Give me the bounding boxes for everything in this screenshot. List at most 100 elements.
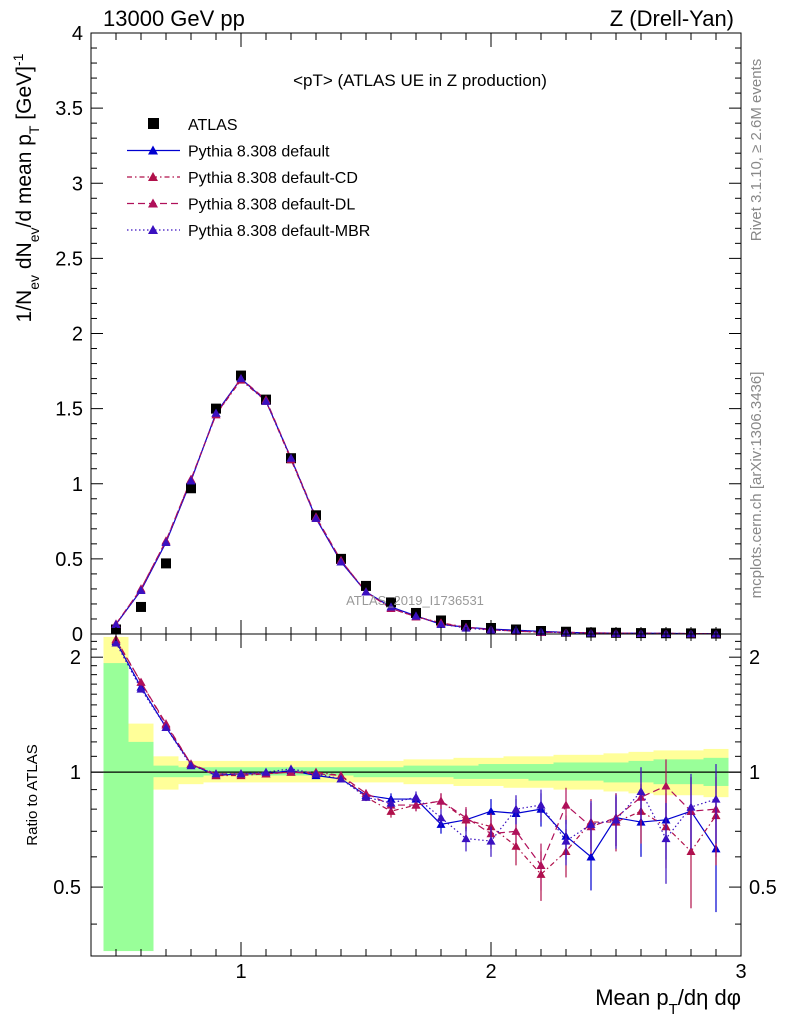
ratio-marker-4 [536, 800, 546, 809]
ratio-marker-3 [561, 800, 571, 809]
ratio-marker-4 [186, 761, 196, 770]
ratio-marker-4 [161, 722, 171, 731]
mc-marker-4 [336, 557, 346, 566]
mc-marker-4 [361, 587, 371, 596]
ratio-line-3 [115, 638, 717, 867]
legend-marker [148, 198, 158, 208]
mc-marker-4 [236, 374, 246, 383]
main-panel: 0 0.5 1 1.5 2 2.5 3 3.5 4 [55, 23, 742, 646]
ratio-y-tick-label-right: 2 [749, 647, 760, 669]
mc-marker-4 [261, 396, 271, 405]
mc-marker-4 [186, 476, 196, 485]
ratio-marker-4 [111, 638, 121, 647]
mc-marker-4 [161, 537, 171, 546]
ratio-marker-4 [586, 819, 596, 828]
y-tick-label: 0 [72, 624, 83, 646]
ratio-marker-4 [511, 804, 521, 813]
ratio-marker-4 [661, 834, 671, 843]
ratio-marker-4 [336, 774, 346, 783]
legend-label: Pythia 8.308 default-CD [188, 170, 358, 187]
ratio-y-tick-label: 0.5 [53, 877, 81, 899]
ratio-marker-3 [511, 826, 521, 835]
legend-label: Pythia 8.308 default [188, 144, 330, 161]
atlas-data-point [386, 597, 396, 608]
stat-uncertainty-band [478, 764, 504, 779]
ratio-marker-4 [136, 684, 146, 693]
stat-uncertainty-band [428, 765, 454, 778]
ratio-y-tick-label: 1 [70, 762, 81, 784]
ratio-marker-3 [661, 781, 671, 790]
atlas-data-point [186, 483, 196, 494]
ratio-line-1 [115, 641, 717, 858]
ratio-marker-4 [261, 767, 271, 776]
ratio-y-axis-label: Ratio to ATLAS [24, 744, 41, 845]
ratio-marker-4 [361, 792, 371, 801]
ratio-marker-3 [536, 860, 546, 869]
mc-marker-4 [436, 619, 446, 628]
x-tick-label: 3 [735, 961, 746, 983]
mc-marker-4 [386, 602, 396, 611]
ratio-marker-4 [386, 798, 396, 807]
x-axis-label: Mean pT/dη dφ [595, 985, 741, 1018]
ratio-marker-4 [411, 792, 421, 801]
legend: <pT> (ATLAS UE in Z production) ATLAS Pyth… [127, 71, 547, 240]
header-left: 13000 GeV pp [103, 6, 245, 31]
analysis-watermark: ATLAS_2019_I1736531 [346, 593, 484, 608]
ratio-marker-4 [686, 802, 696, 811]
ratio-panel: 1 2 3 0.5 0.5 1 1 2 2 [53, 633, 777, 983]
y-axis-label: 1/Nev dNev/d mean pT [GeV]-1 [10, 53, 42, 322]
ratio-marker-4 [711, 794, 721, 803]
ratio-marker-1 [586, 852, 596, 861]
ratio-marker-4 [436, 813, 446, 822]
legend-label: Pythia 8.308 default-MBR [188, 223, 370, 240]
mc-marker-4 [311, 513, 321, 522]
legend-marker [148, 225, 158, 234]
x-tick-label: 1 [235, 961, 246, 983]
ratio-marker-3 [461, 813, 471, 822]
y-tick-label: 3.5 [55, 98, 83, 120]
mc-marker-4 [286, 453, 296, 462]
ratio-marker-4 [486, 836, 496, 845]
y-tick-label: 4 [72, 23, 83, 45]
ratio-marker-4 [636, 786, 646, 796]
ratio-marker-4 [286, 764, 296, 773]
y-tick-label: 3 [72, 173, 83, 195]
atlas-data-point [211, 403, 221, 414]
header-right: Z (Drell-Yan) [609, 6, 734, 31]
y-tick-label: 1.5 [55, 399, 83, 421]
ratio-y-tick-label: 2 [70, 647, 81, 669]
x-tick-label: 2 [485, 961, 496, 983]
y-tick-label: 0.5 [55, 549, 83, 571]
stat-uncertainty-band [103, 663, 129, 952]
legend-marker [148, 172, 158, 181]
stat-uncertainty-band [128, 741, 154, 952]
ratio-marker-4 [311, 769, 321, 778]
ratio-marker-3 [136, 677, 146, 686]
ratio-marker-4 [211, 769, 221, 778]
y-tick-label: 2 [72, 324, 83, 346]
legend-marker-atlas [148, 118, 159, 129]
ratio-marker-4 [236, 769, 246, 778]
y-tick-label: 1 [72, 474, 83, 496]
ratio-marker-4 [461, 834, 471, 843]
stat-uncertainty-band [403, 765, 429, 778]
stat-uncertainty-band [153, 765, 179, 778]
ratio-marker-4 [561, 836, 571, 845]
labels: ATLAS_2019_I1736531 1/Nev dNev/d mean pT … [10, 53, 765, 1017]
mc-marker-4 [411, 611, 421, 620]
legend-label: Pythia 8.308 default-DL [188, 197, 355, 214]
ratio-y-tick-label-right: 1 [749, 762, 760, 784]
legend-marker [148, 145, 158, 155]
stat-uncertainty-band [503, 764, 529, 779]
ratio-marker-3 [411, 800, 421, 809]
ratio-line-4 [115, 642, 717, 842]
mc-marker-4 [211, 408, 221, 417]
mcplots-label: mcplots.cern.ch [arXiv:1306.3436] [748, 372, 765, 599]
rivet-version-label: Rivet 3.1.10, ≥ 2.6M events [748, 59, 765, 242]
atlas-data-point [161, 558, 171, 569]
mc-marker-4 [136, 585, 146, 595]
mc-marker-4 [111, 619, 121, 628]
ratio-y-tick-label-right: 0.5 [749, 877, 777, 899]
y-tick-label: 2.5 [55, 248, 83, 270]
